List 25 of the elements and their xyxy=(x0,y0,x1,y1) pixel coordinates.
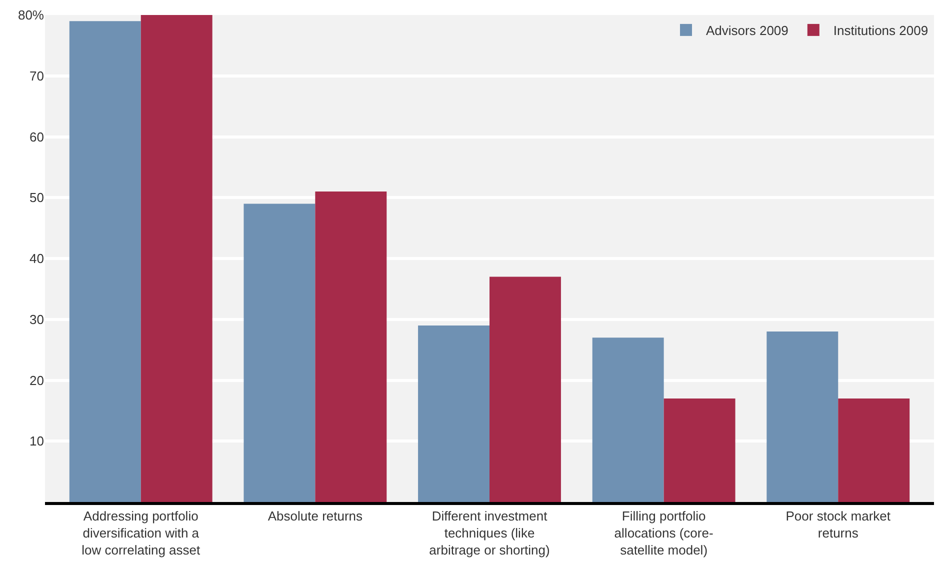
bar xyxy=(315,192,387,502)
bar xyxy=(490,276,561,502)
y-tick-label: 60 xyxy=(30,129,44,144)
bar xyxy=(140,15,212,502)
bar xyxy=(418,325,490,502)
y-tick-label: 10 xyxy=(30,434,44,449)
bar xyxy=(244,204,316,502)
legend-label: Institutions 2009 xyxy=(833,23,928,38)
x-tick-label: Different investment techniques (like arbitrage or shorting) xyxy=(429,508,550,558)
y-tick-label: 50 xyxy=(30,190,44,206)
x-tick-label: Addressing portfolio diversification with a low correlating asset xyxy=(82,508,201,558)
bar xyxy=(766,332,838,502)
bar xyxy=(838,398,910,502)
x-tick-label: Poor stock market returns xyxy=(786,508,891,540)
y-tick-label: 20 xyxy=(30,372,44,388)
y-tick-label: 40 xyxy=(30,251,44,266)
bar xyxy=(69,21,141,502)
y-tick-label: 70 xyxy=(30,68,44,84)
legend-label: Advisors 2009 xyxy=(706,23,788,38)
bar xyxy=(592,338,664,502)
y-tick-label: 80% xyxy=(18,8,44,23)
x-tick-label: Absolute returns xyxy=(268,508,364,524)
y-tick-label: 30 xyxy=(30,312,44,327)
bar xyxy=(664,398,736,502)
x-tick-label: Filling portfolio allocations (core-satellite model) xyxy=(614,508,714,558)
